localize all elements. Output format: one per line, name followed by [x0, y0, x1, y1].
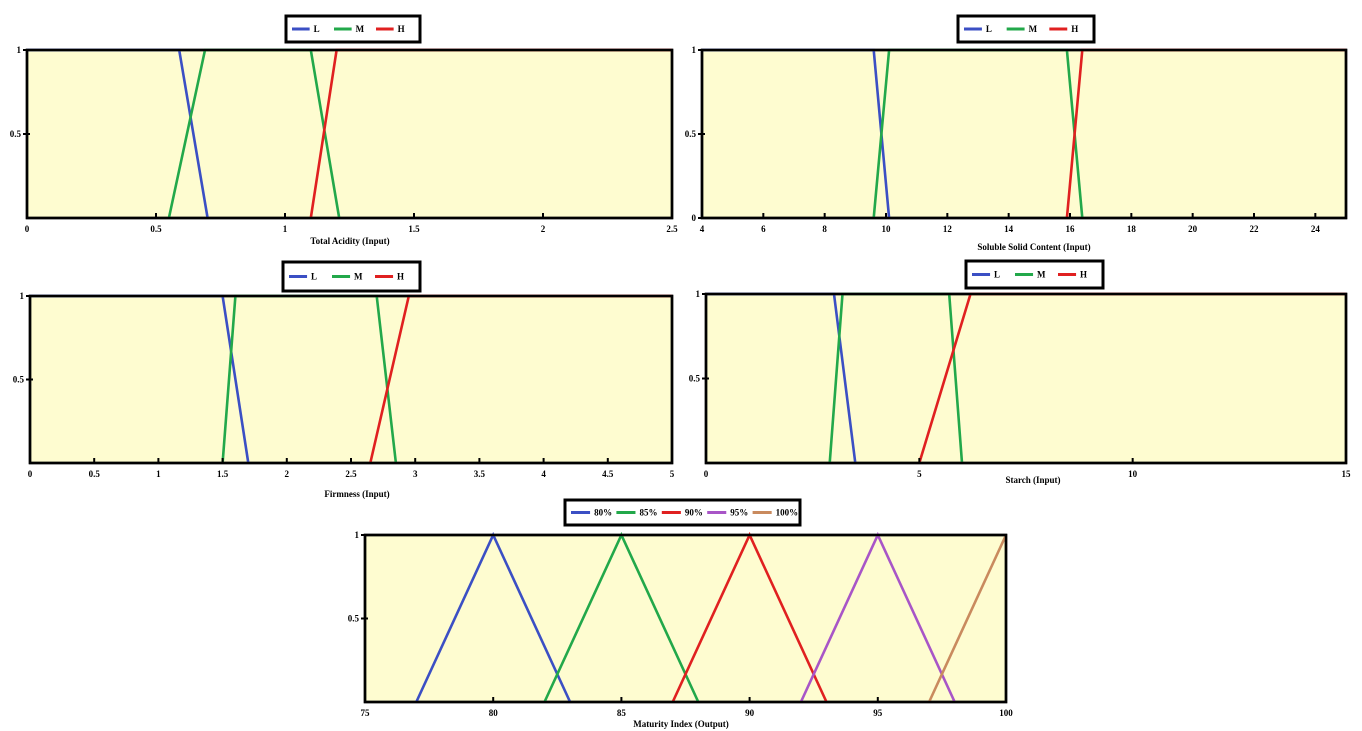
- x-tick-label: 4: [700, 224, 705, 234]
- x-axis-label: Total Acidity (Input): [310, 236, 389, 246]
- x-tick-label: 2: [285, 469, 290, 479]
- y-tick-label: 1: [355, 530, 360, 540]
- x-axis-label: Maturity Index (Output): [633, 719, 729, 729]
- legend-label: 95%: [730, 508, 748, 518]
- x-tick-label: 75: [361, 708, 371, 718]
- legend-label: L: [994, 270, 1000, 280]
- x-tick-label: 16: [1066, 224, 1076, 234]
- x-tick-label: 20: [1188, 224, 1198, 234]
- legend-label: M: [354, 272, 363, 282]
- legend-label: H: [1071, 24, 1078, 34]
- y-tick-label: 1: [696, 289, 701, 299]
- legend-label: L: [311, 272, 317, 282]
- x-tick-label: 1.5: [217, 469, 229, 479]
- legend-label: H: [1080, 270, 1087, 280]
- plot-area: [704, 292, 1348, 465]
- legend-label: 90%: [685, 508, 703, 518]
- legend: 80% 85% 90% 95% 100%: [563, 498, 802, 527]
- legend-label: 100%: [776, 508, 799, 518]
- x-tick-label: 1.5: [408, 224, 420, 234]
- x-tick-label: 8: [822, 224, 827, 234]
- y-tick-label: 0.5: [348, 614, 360, 624]
- x-tick-label: 12: [943, 224, 953, 234]
- legend-label: L: [986, 24, 992, 34]
- x-tick-label: 2.5: [666, 224, 678, 234]
- x-tick-label: 1: [283, 224, 288, 234]
- x-tick-label: 6: [761, 224, 766, 234]
- x-axis-label: Firmness (Input): [324, 489, 389, 499]
- plot-area: [25, 48, 674, 220]
- chart-soluble-solid-content: 4 6 8 10 12 14 16 18 20 22 24 1 0.5 0 Soluble Solid Co…: [685, 14, 1348, 252]
- x-axis-label: Starch (Input): [1005, 475, 1060, 485]
- x-tick-label: 80: [489, 708, 499, 718]
- legend-label: M: [1037, 270, 1046, 280]
- y-tick-label: 0.5: [13, 375, 25, 385]
- x-tick-label: 0: [28, 469, 33, 479]
- y-tick-label: 1: [20, 291, 25, 301]
- x-tick-label: 0: [25, 224, 30, 234]
- plot-area: [28, 294, 674, 465]
- x-tick-label: 22: [1250, 224, 1260, 234]
- legend-label: M: [356, 24, 365, 34]
- x-tick-label: 85: [617, 708, 627, 718]
- plot-area: [700, 48, 1348, 220]
- x-tick-label: 5: [670, 469, 675, 479]
- x-tick-label: 14: [1004, 224, 1014, 234]
- chart-maturity-index: 75 80 85 90 95 100 1 0.5 Maturity Index (Output)…: [348, 498, 1013, 729]
- x-tick-label: 5: [917, 469, 922, 479]
- series-line-100pct: [927, 534, 1008, 703]
- legend-label: L: [314, 24, 320, 34]
- x-tick-label: 0.5: [89, 469, 101, 479]
- legend-label: H: [397, 272, 404, 282]
- y-tick-label: 0.5: [10, 129, 22, 139]
- x-tick-label: 0: [704, 469, 709, 479]
- legend-label: 85%: [639, 508, 657, 518]
- legend-label: 80%: [594, 508, 612, 518]
- x-tick-label: 3.5: [474, 469, 486, 479]
- y-tick-label: 0.5: [685, 129, 697, 139]
- x-tick-label: 18: [1127, 224, 1137, 234]
- chart-starch: 0 5 10 15 1 0.5 Starch (Input) L M H: [689, 259, 1352, 485]
- legend-label: M: [1029, 24, 1038, 34]
- x-tick-label: 4: [541, 469, 546, 479]
- y-tick-label: 1: [17, 45, 22, 55]
- x-tick-label: 2.5: [345, 469, 357, 479]
- x-tick-label: 100: [999, 708, 1013, 718]
- chart-total-acidity: 0 0.5 1 1.5 2 2.5 1 0.5 Total Acidity (Input) L M H: [10, 14, 678, 246]
- x-tick-label: 90: [745, 708, 755, 718]
- x-axis-label: Soluble Solid Content (Input): [977, 242, 1090, 252]
- x-tick-label: 2: [541, 224, 546, 234]
- x-tick-label: 1: [156, 469, 161, 479]
- x-tick-label: 24: [1311, 224, 1321, 234]
- x-tick-label: 3: [413, 469, 418, 479]
- y-tick-label: 1: [692, 45, 697, 55]
- x-tick-label: 10: [882, 224, 892, 234]
- x-tick-label: 0.5: [150, 224, 162, 234]
- y-tick-label: 0: [692, 213, 697, 223]
- chart-firmness: 0 0.5 1 1.5 2 2.5 3 3.5 4 4.5 5 1 0.5 Firmness (Input…: [13, 260, 675, 499]
- legend-label: H: [398, 24, 405, 34]
- x-tick-label: 10: [1128, 469, 1138, 479]
- x-tick-label: 95: [873, 708, 883, 718]
- x-tick-label: 4.5: [602, 469, 614, 479]
- x-tick-label: 15: [1342, 469, 1352, 479]
- y-tick-label: 0.5: [689, 374, 701, 384]
